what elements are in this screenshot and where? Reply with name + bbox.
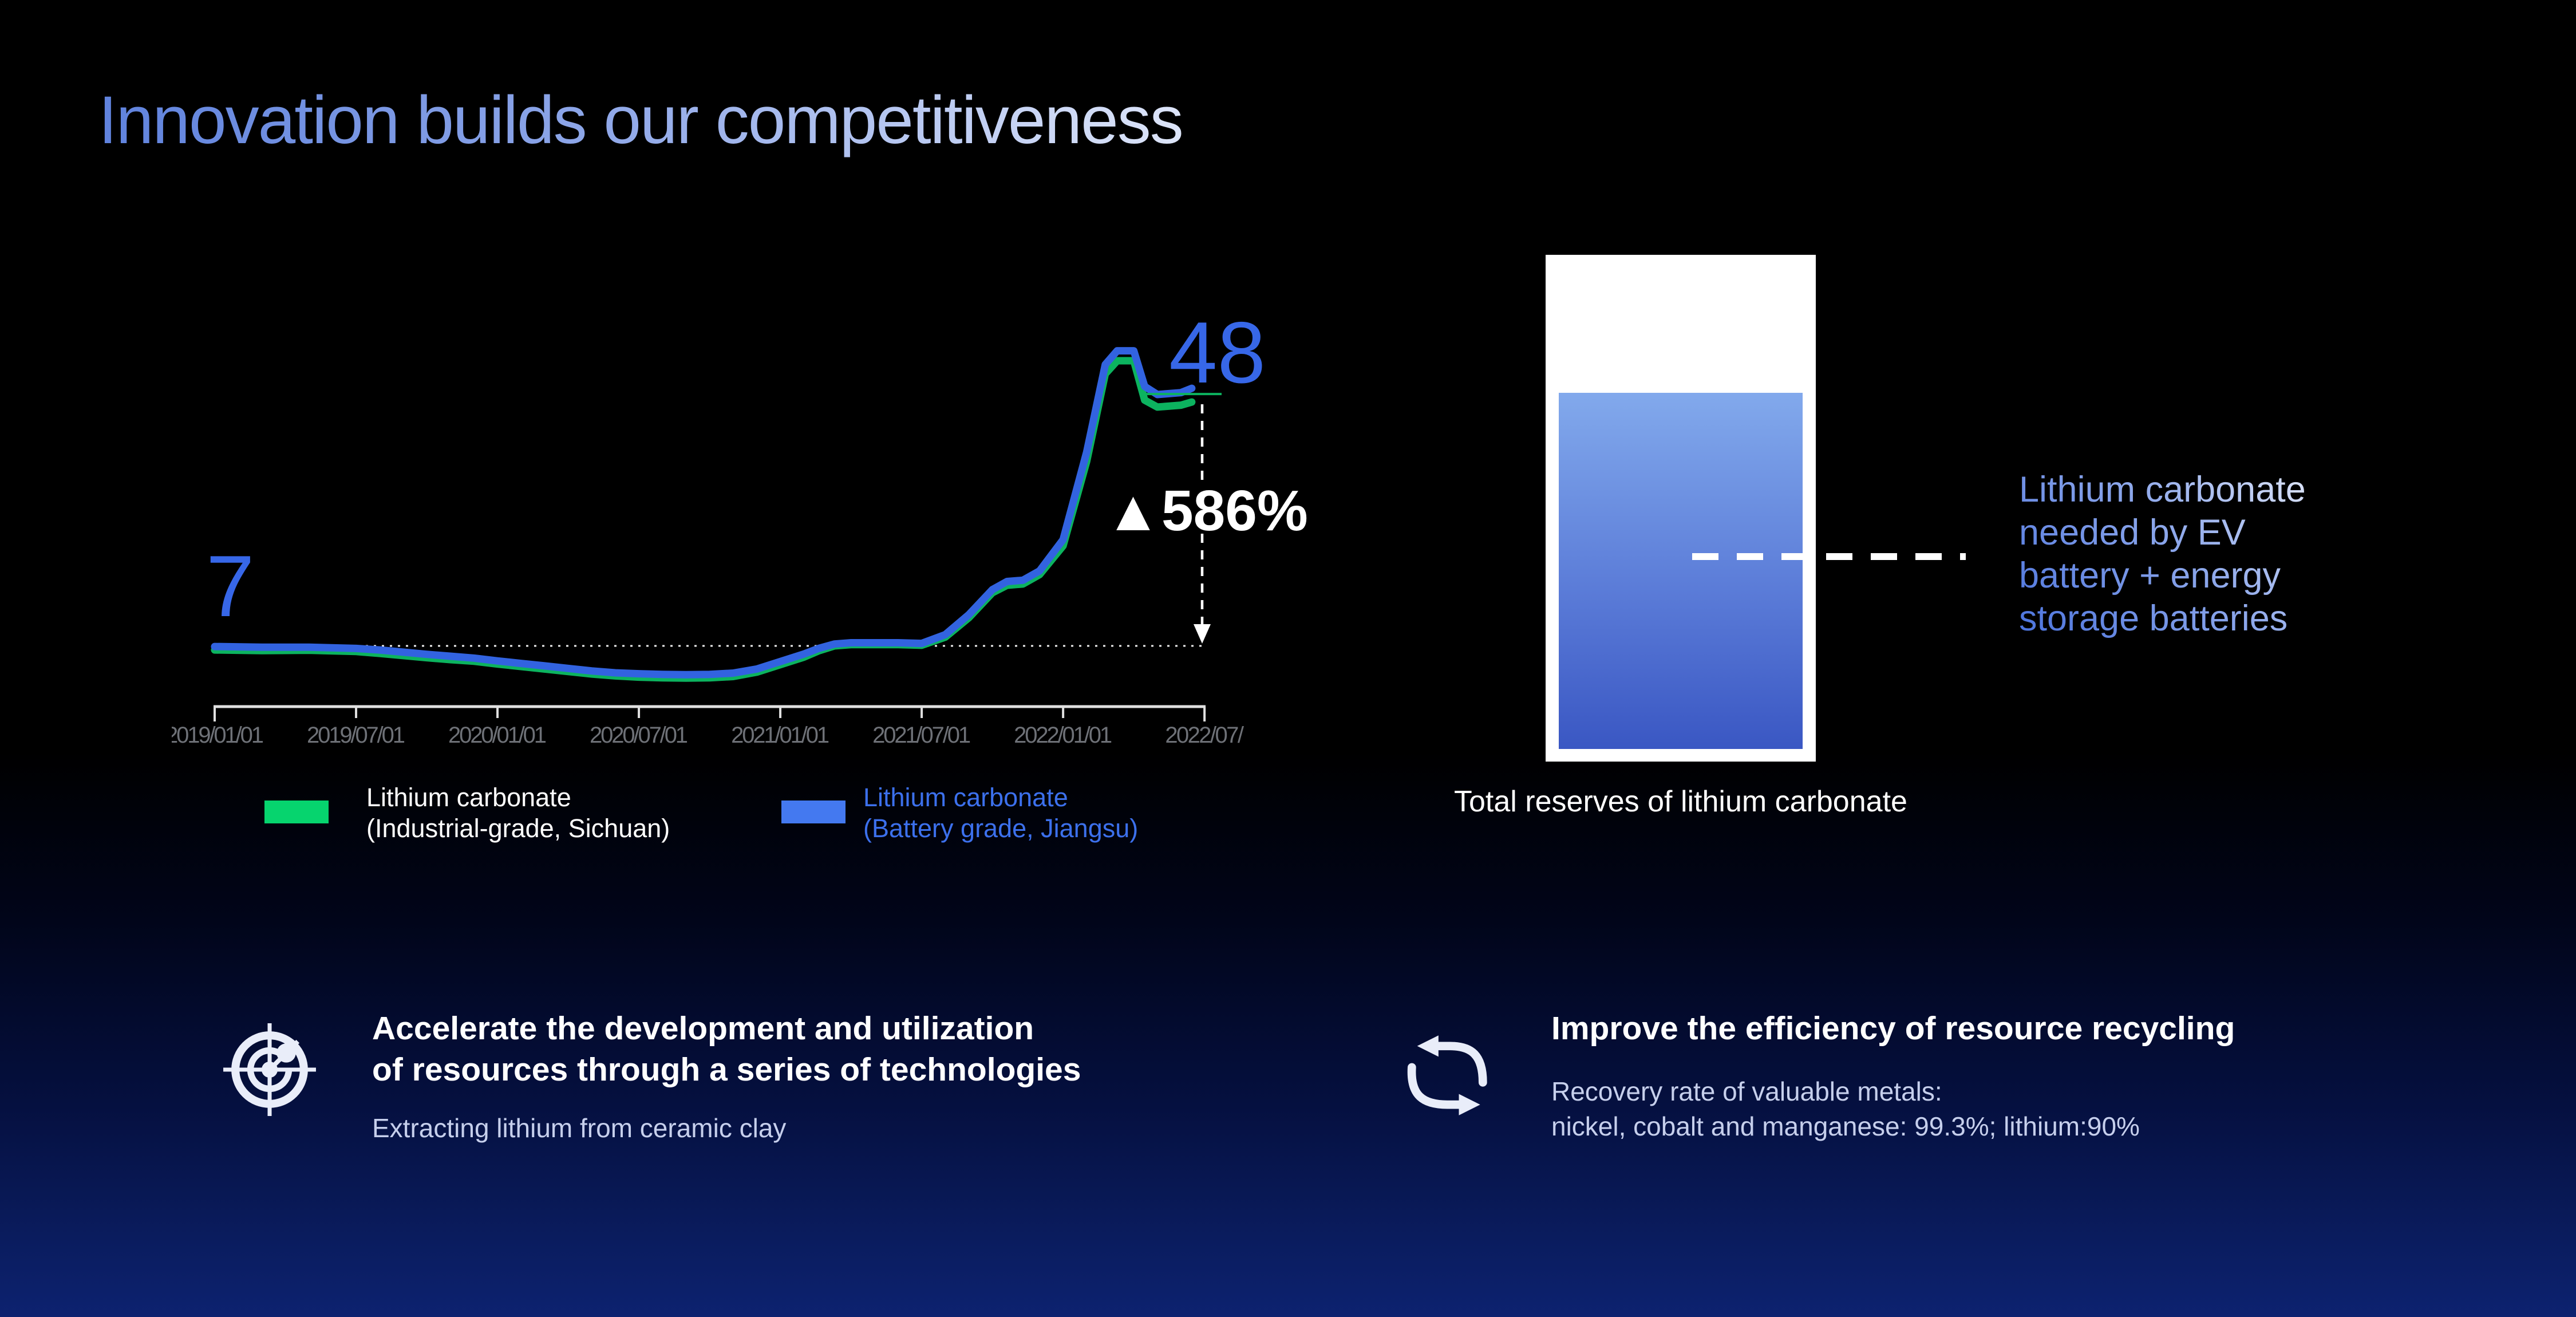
reserves-leader-line (1692, 553, 1966, 560)
radar-target-icon (223, 1023, 316, 1116)
chart-start-value-label: 7 (206, 538, 255, 635)
reserves-tank-fill (1559, 393, 1803, 749)
card-recycling-subtext: Recovery rate of valuable metals: nickel… (1551, 1077, 2140, 1142)
legend-swatch-battery-grade (781, 801, 846, 823)
x-axis-tick-label: 2019/07/01 (307, 723, 405, 748)
reserves-tank (1546, 255, 1816, 762)
series-line-industrial-grade (211, 357, 1196, 682)
legend-label-battery-grade: Lithium carbonate (Battery grade, Jiangs… (863, 783, 1139, 843)
legend-label-industrial-grade: Lithium carbonate (Industrial-grade, Sic… (366, 783, 670, 843)
change-arrow-head (1194, 624, 1211, 644)
x-axis-tick-label: 2020/01/01 (448, 723, 547, 748)
x-axis-tick-label: 2019/01/01 (172, 723, 264, 748)
x-axis-tick-label: 2021/01/01 (731, 723, 829, 748)
page-title: Innovation builds our competitiveness (98, 82, 1184, 158)
card-development-heading: Accelerate the development and utilizati… (372, 1010, 1081, 1089)
recycle-loop-icon (1407, 1035, 1487, 1115)
x-axis-tick-label: 2022/01/01 (1014, 723, 1112, 748)
x-axis-tick-label: 2021/07/01 (872, 723, 971, 748)
legend-swatch-industrial-grade (264, 801, 329, 823)
chart-end-value-label: 48 (1169, 304, 1266, 401)
reserves-caption: Total reserves of lithium carbonate (1454, 785, 1907, 818)
series-line-battery-grade (211, 347, 1196, 679)
card-development-subtext: Extracting lithium from ceramic clay (372, 1113, 787, 1143)
reserves-callout-text: Lithium carbonate needed by EV battery +… (2019, 468, 2397, 640)
price-line-chart: 2019/01/01 2019/07/01 2020/01/01 2020/07/01… (172, 347, 1244, 748)
x-axis-tick-label: 2022/07/ (1165, 723, 1244, 748)
chart-change-label: ▲586% (1105, 479, 1308, 543)
card-recycling-heading: Improve the efficiency of resource recyc… (1551, 1010, 2235, 1047)
x-axis-tick-label: 2020/07/01 (590, 723, 688, 748)
